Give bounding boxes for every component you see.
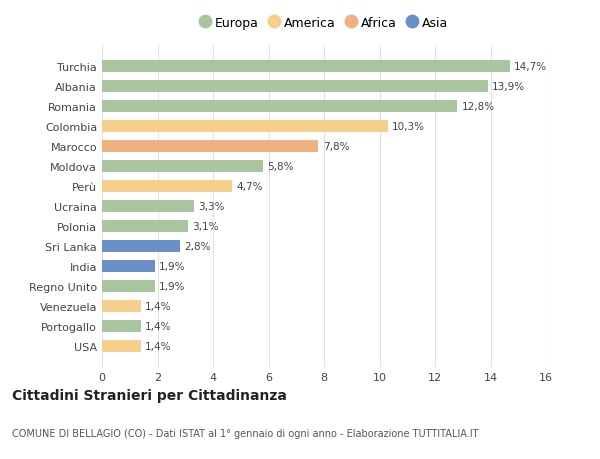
Bar <box>102 61 510 73</box>
Text: 12,8%: 12,8% <box>461 101 494 112</box>
Bar <box>102 140 319 152</box>
Bar <box>102 201 194 213</box>
Text: 7,8%: 7,8% <box>323 141 349 151</box>
Text: 1,4%: 1,4% <box>145 302 172 312</box>
Text: 1,4%: 1,4% <box>145 341 172 352</box>
Bar <box>102 121 388 133</box>
Text: 14,7%: 14,7% <box>514 62 547 72</box>
Text: 5,8%: 5,8% <box>267 162 293 172</box>
Bar <box>102 341 141 353</box>
Bar <box>102 261 155 273</box>
Text: 10,3%: 10,3% <box>392 122 425 132</box>
Text: 2,8%: 2,8% <box>184 241 211 252</box>
Text: 1,9%: 1,9% <box>159 281 185 291</box>
Bar <box>102 280 155 292</box>
Text: 3,1%: 3,1% <box>192 222 218 231</box>
Text: COMUNE DI BELLAGIO (CO) - Dati ISTAT al 1° gennaio di ogni anno - Elaborazione T: COMUNE DI BELLAGIO (CO) - Dati ISTAT al … <box>12 428 479 438</box>
Bar <box>102 101 457 112</box>
Legend: Europa, America, Africa, Asia: Europa, America, Africa, Asia <box>196 14 452 34</box>
Text: 4,7%: 4,7% <box>236 182 263 191</box>
Bar <box>102 241 180 252</box>
Bar <box>102 161 263 173</box>
Bar <box>102 221 188 233</box>
Bar <box>102 80 488 93</box>
Bar <box>102 180 232 192</box>
Bar <box>102 301 141 313</box>
Bar <box>102 320 141 333</box>
Text: 3,3%: 3,3% <box>198 202 224 212</box>
Text: Cittadini Stranieri per Cittadinanza: Cittadini Stranieri per Cittadinanza <box>12 388 287 403</box>
Text: 1,9%: 1,9% <box>159 262 185 272</box>
Text: 13,9%: 13,9% <box>492 82 525 91</box>
Text: 1,4%: 1,4% <box>145 322 172 331</box>
